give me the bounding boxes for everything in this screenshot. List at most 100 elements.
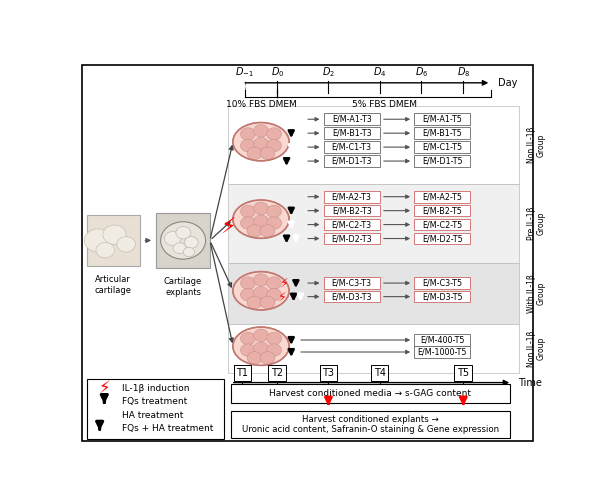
FancyBboxPatch shape	[324, 219, 380, 230]
FancyBboxPatch shape	[231, 384, 510, 403]
Text: $D_{4}$: $D_{4}$	[373, 65, 386, 79]
Circle shape	[103, 225, 126, 244]
Circle shape	[254, 342, 268, 354]
FancyBboxPatch shape	[157, 213, 210, 268]
Text: E/M-B2-T5: E/M-B2-T5	[422, 206, 462, 215]
FancyBboxPatch shape	[415, 191, 470, 203]
FancyBboxPatch shape	[415, 346, 470, 358]
FancyBboxPatch shape	[324, 233, 380, 244]
Text: ⚡: ⚡	[98, 379, 110, 397]
Text: $D_{2}$: $D_{2}$	[322, 65, 335, 79]
FancyBboxPatch shape	[229, 184, 519, 263]
Text: E/M-D3-T3: E/M-D3-T3	[331, 292, 372, 301]
Text: $D_{8}$: $D_{8}$	[457, 65, 470, 79]
FancyBboxPatch shape	[82, 65, 533, 441]
Circle shape	[176, 226, 191, 239]
Text: E/M-D2-T5: E/M-D2-T5	[422, 234, 463, 243]
Text: E/M-B1-T5: E/M-B1-T5	[422, 129, 462, 138]
FancyBboxPatch shape	[415, 334, 470, 346]
Text: E/M-C2-T5: E/M-C2-T5	[422, 220, 463, 229]
FancyBboxPatch shape	[229, 106, 519, 184]
Text: Harvest conditioned explants →
Uronic acid content, Safranin-O staining & Gene e: Harvest conditioned explants → Uronic ac…	[242, 415, 499, 434]
Text: E/M-D2-T3: E/M-D2-T3	[331, 234, 372, 243]
Circle shape	[241, 344, 256, 356]
Text: E/M-D1-T3: E/M-D1-T3	[331, 156, 372, 165]
Circle shape	[241, 128, 256, 140]
Text: E/M-C1-T3: E/M-C1-T3	[332, 143, 371, 151]
Text: E/M-A2-T5: E/M-A2-T5	[422, 192, 463, 201]
Circle shape	[241, 332, 256, 345]
Circle shape	[117, 236, 136, 252]
Ellipse shape	[233, 123, 289, 161]
Text: T1: T1	[236, 368, 248, 378]
Circle shape	[266, 128, 281, 140]
Text: E/M-B1-T3: E/M-B1-T3	[332, 129, 371, 138]
Circle shape	[254, 287, 268, 299]
Text: E/M-C3-T5: E/M-C3-T5	[422, 279, 463, 288]
FancyBboxPatch shape	[229, 263, 519, 324]
Text: HA treatment: HA treatment	[121, 410, 183, 420]
Circle shape	[254, 202, 268, 214]
Text: T5: T5	[457, 368, 469, 378]
FancyBboxPatch shape	[415, 205, 470, 216]
Text: Articular
cartilage: Articular cartilage	[95, 275, 132, 295]
Ellipse shape	[233, 200, 289, 238]
Circle shape	[84, 229, 112, 252]
Circle shape	[266, 289, 281, 301]
Text: 10% FBS DMEM: 10% FBS DMEM	[226, 100, 296, 109]
Circle shape	[266, 217, 281, 229]
Text: Non IL-1β
Group: Non IL-1β Group	[527, 330, 546, 367]
Text: FQs treatment: FQs treatment	[121, 397, 187, 406]
Circle shape	[254, 274, 268, 286]
Circle shape	[173, 243, 186, 254]
Circle shape	[96, 242, 115, 258]
FancyBboxPatch shape	[324, 291, 380, 302]
Text: FQs + HA treatment: FQs + HA treatment	[121, 424, 213, 433]
Text: $D_{-1}$: $D_{-1}$	[235, 65, 254, 79]
Circle shape	[184, 247, 194, 257]
Text: E/M-A2-T3: E/M-A2-T3	[332, 192, 371, 201]
Text: E/M-400-T5: E/M-400-T5	[420, 336, 464, 345]
Circle shape	[241, 217, 256, 229]
Circle shape	[164, 231, 181, 245]
Circle shape	[241, 205, 256, 218]
Circle shape	[161, 222, 206, 259]
Text: E/M-1000-T5: E/M-1000-T5	[418, 348, 467, 357]
FancyBboxPatch shape	[324, 155, 380, 167]
Circle shape	[260, 224, 275, 237]
Text: Cartilage
explants: Cartilage explants	[164, 277, 202, 297]
Text: $D_{6}$: $D_{6}$	[415, 65, 428, 79]
Circle shape	[260, 147, 275, 159]
FancyBboxPatch shape	[324, 277, 380, 289]
Text: E/M-C1-T5: E/M-C1-T5	[422, 143, 463, 151]
Text: Pre IL-1β
Group: Pre IL-1β Group	[527, 207, 546, 240]
Circle shape	[247, 352, 262, 364]
Circle shape	[266, 139, 281, 152]
Circle shape	[254, 125, 268, 137]
Circle shape	[241, 289, 256, 301]
Text: T2: T2	[271, 368, 283, 378]
Ellipse shape	[233, 327, 289, 365]
Text: ⚡: ⚡	[280, 277, 289, 290]
FancyBboxPatch shape	[415, 291, 470, 302]
FancyBboxPatch shape	[324, 191, 380, 203]
FancyBboxPatch shape	[324, 127, 380, 139]
FancyBboxPatch shape	[415, 219, 470, 230]
Circle shape	[254, 215, 268, 227]
Circle shape	[184, 236, 198, 248]
Ellipse shape	[233, 272, 289, 310]
FancyBboxPatch shape	[324, 113, 380, 125]
FancyBboxPatch shape	[86, 379, 224, 439]
Circle shape	[260, 352, 275, 364]
FancyBboxPatch shape	[415, 233, 470, 244]
Text: ⚡: ⚡	[221, 218, 236, 238]
Circle shape	[266, 205, 281, 218]
Circle shape	[247, 147, 262, 159]
Text: Non IL-1β
Group: Non IL-1β Group	[527, 127, 546, 163]
FancyBboxPatch shape	[415, 141, 470, 153]
Text: 5% FBS DMEM: 5% FBS DMEM	[352, 100, 417, 109]
Text: T3: T3	[322, 368, 334, 378]
Text: E/M-A1-T3: E/M-A1-T3	[332, 115, 371, 124]
FancyBboxPatch shape	[229, 324, 519, 373]
FancyBboxPatch shape	[415, 127, 470, 139]
